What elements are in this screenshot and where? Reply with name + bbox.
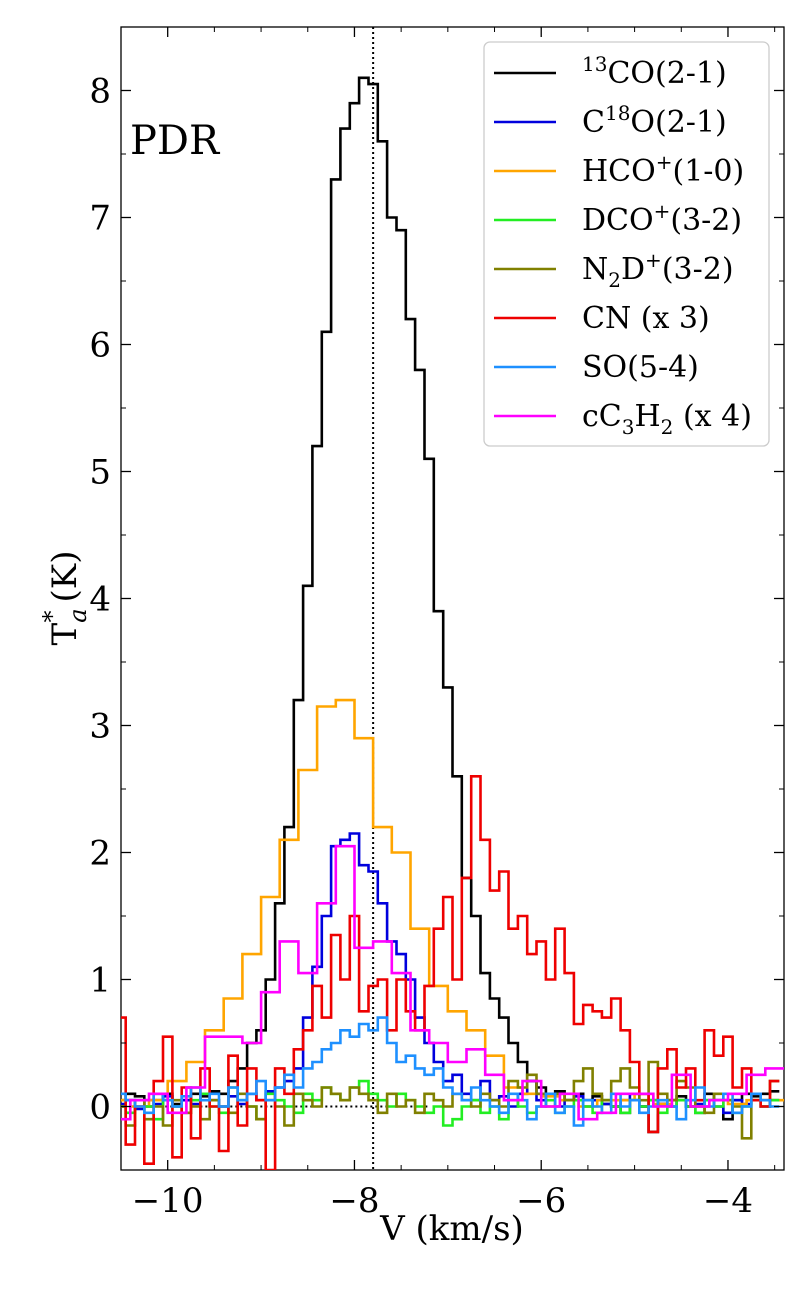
series-line-hco-1-0	[121, 698, 784, 1108]
legend-label-part: 18	[605, 101, 630, 125]
series-line-so-5-4	[121, 1016, 780, 1127]
y-axis-label-sup: *	[38, 610, 66, 622]
legend-label: SO(5-4)	[582, 350, 699, 385]
legend-label-part: (3-2)	[662, 252, 734, 287]
y-tick-label: 6	[89, 326, 111, 366]
legend-label-part: +	[654, 199, 671, 223]
svg-text:Ta*(K): Ta* (K)	[38, 551, 92, 646]
legend-label: DCO+(3-2)	[582, 199, 742, 238]
legend-label: 13CO(2-1)	[582, 52, 727, 91]
reference-lines	[130, 27, 430, 1170]
legend-label: N2D+(3-2)	[582, 248, 734, 292]
x-tick-label: −10	[132, 1181, 204, 1221]
legend-label-part: C	[582, 105, 605, 140]
legend-label-part: 13	[582, 52, 607, 76]
y-tick-label: 2	[89, 834, 111, 874]
legend-label-part: +	[645, 248, 662, 272]
legend-label-part: 3	[622, 415, 635, 439]
y-tick-label: 8	[89, 72, 111, 112]
y-tick-label: 3	[89, 707, 111, 747]
legend-label-part: 2	[661, 415, 674, 439]
legend-label-part: +	[656, 150, 673, 174]
y-tick-label: 7	[89, 199, 111, 239]
legend-label: HCO+(1-0)	[582, 150, 744, 189]
y-axis-label: Ta* (K)	[38, 551, 92, 646]
legend-label-part: cC	[582, 399, 622, 434]
legend: 13CO(2-1)C18O(2-1)HCO+(1-0)DCO+(3-2)N2D+…	[483, 41, 770, 447]
series-line-cn-x-3	[121, 775, 780, 1170]
legend-label-part: N	[582, 252, 608, 287]
legend-label: cC3H2 (x 4)	[582, 399, 752, 439]
legend-label-part: (3-2)	[670, 203, 742, 238]
x-tick-label: −8	[329, 1181, 379, 1221]
legend-label: CN (x 3)	[582, 301, 710, 336]
y-axis-ticks: 0 1 2 3 4 5 6 7 8	[89, 26, 784, 1171]
legend-label-part: H	[635, 399, 661, 434]
legend-label-part: (1-0)	[672, 154, 744, 189]
y-tick-label: 4	[89, 580, 111, 620]
legend-label-part: O(2-1)	[630, 105, 726, 140]
x-tick-label: −6	[516, 1181, 566, 1221]
series-layer	[121, 76, 784, 1170]
x-tick-label: −4	[703, 1181, 753, 1221]
panel-label: PDR	[130, 118, 221, 164]
series-line-c18o-2-1	[121, 832, 780, 1115]
y-axis-label-unit: (K)	[45, 551, 85, 603]
legend-label-part: CO(2-1)	[607, 56, 726, 91]
legend-label-part: (x 4)	[673, 399, 752, 434]
y-axis-label-sub: a	[64, 608, 92, 622]
y-tick-label: 5	[89, 453, 111, 493]
y-tick-label: 1	[89, 961, 111, 1001]
legend-label-part: 2	[608, 268, 621, 292]
legend-box	[483, 41, 770, 447]
x-axis-ticks: −10 −8 −6 −4	[120, 27, 776, 1221]
series-line-cc3h2-x-4	[121, 844, 784, 1121]
legend-label-part: HCO	[582, 154, 656, 189]
x-axis-label: V (km/s)	[379, 1209, 524, 1249]
legend-label-part: DCO	[582, 203, 654, 238]
y-tick-label: 0	[89, 1088, 111, 1128]
y-axis-label-symbol: T	[45, 622, 85, 645]
legend-label-part: D	[621, 252, 645, 287]
legend-label: C18O(2-1)	[582, 101, 727, 140]
